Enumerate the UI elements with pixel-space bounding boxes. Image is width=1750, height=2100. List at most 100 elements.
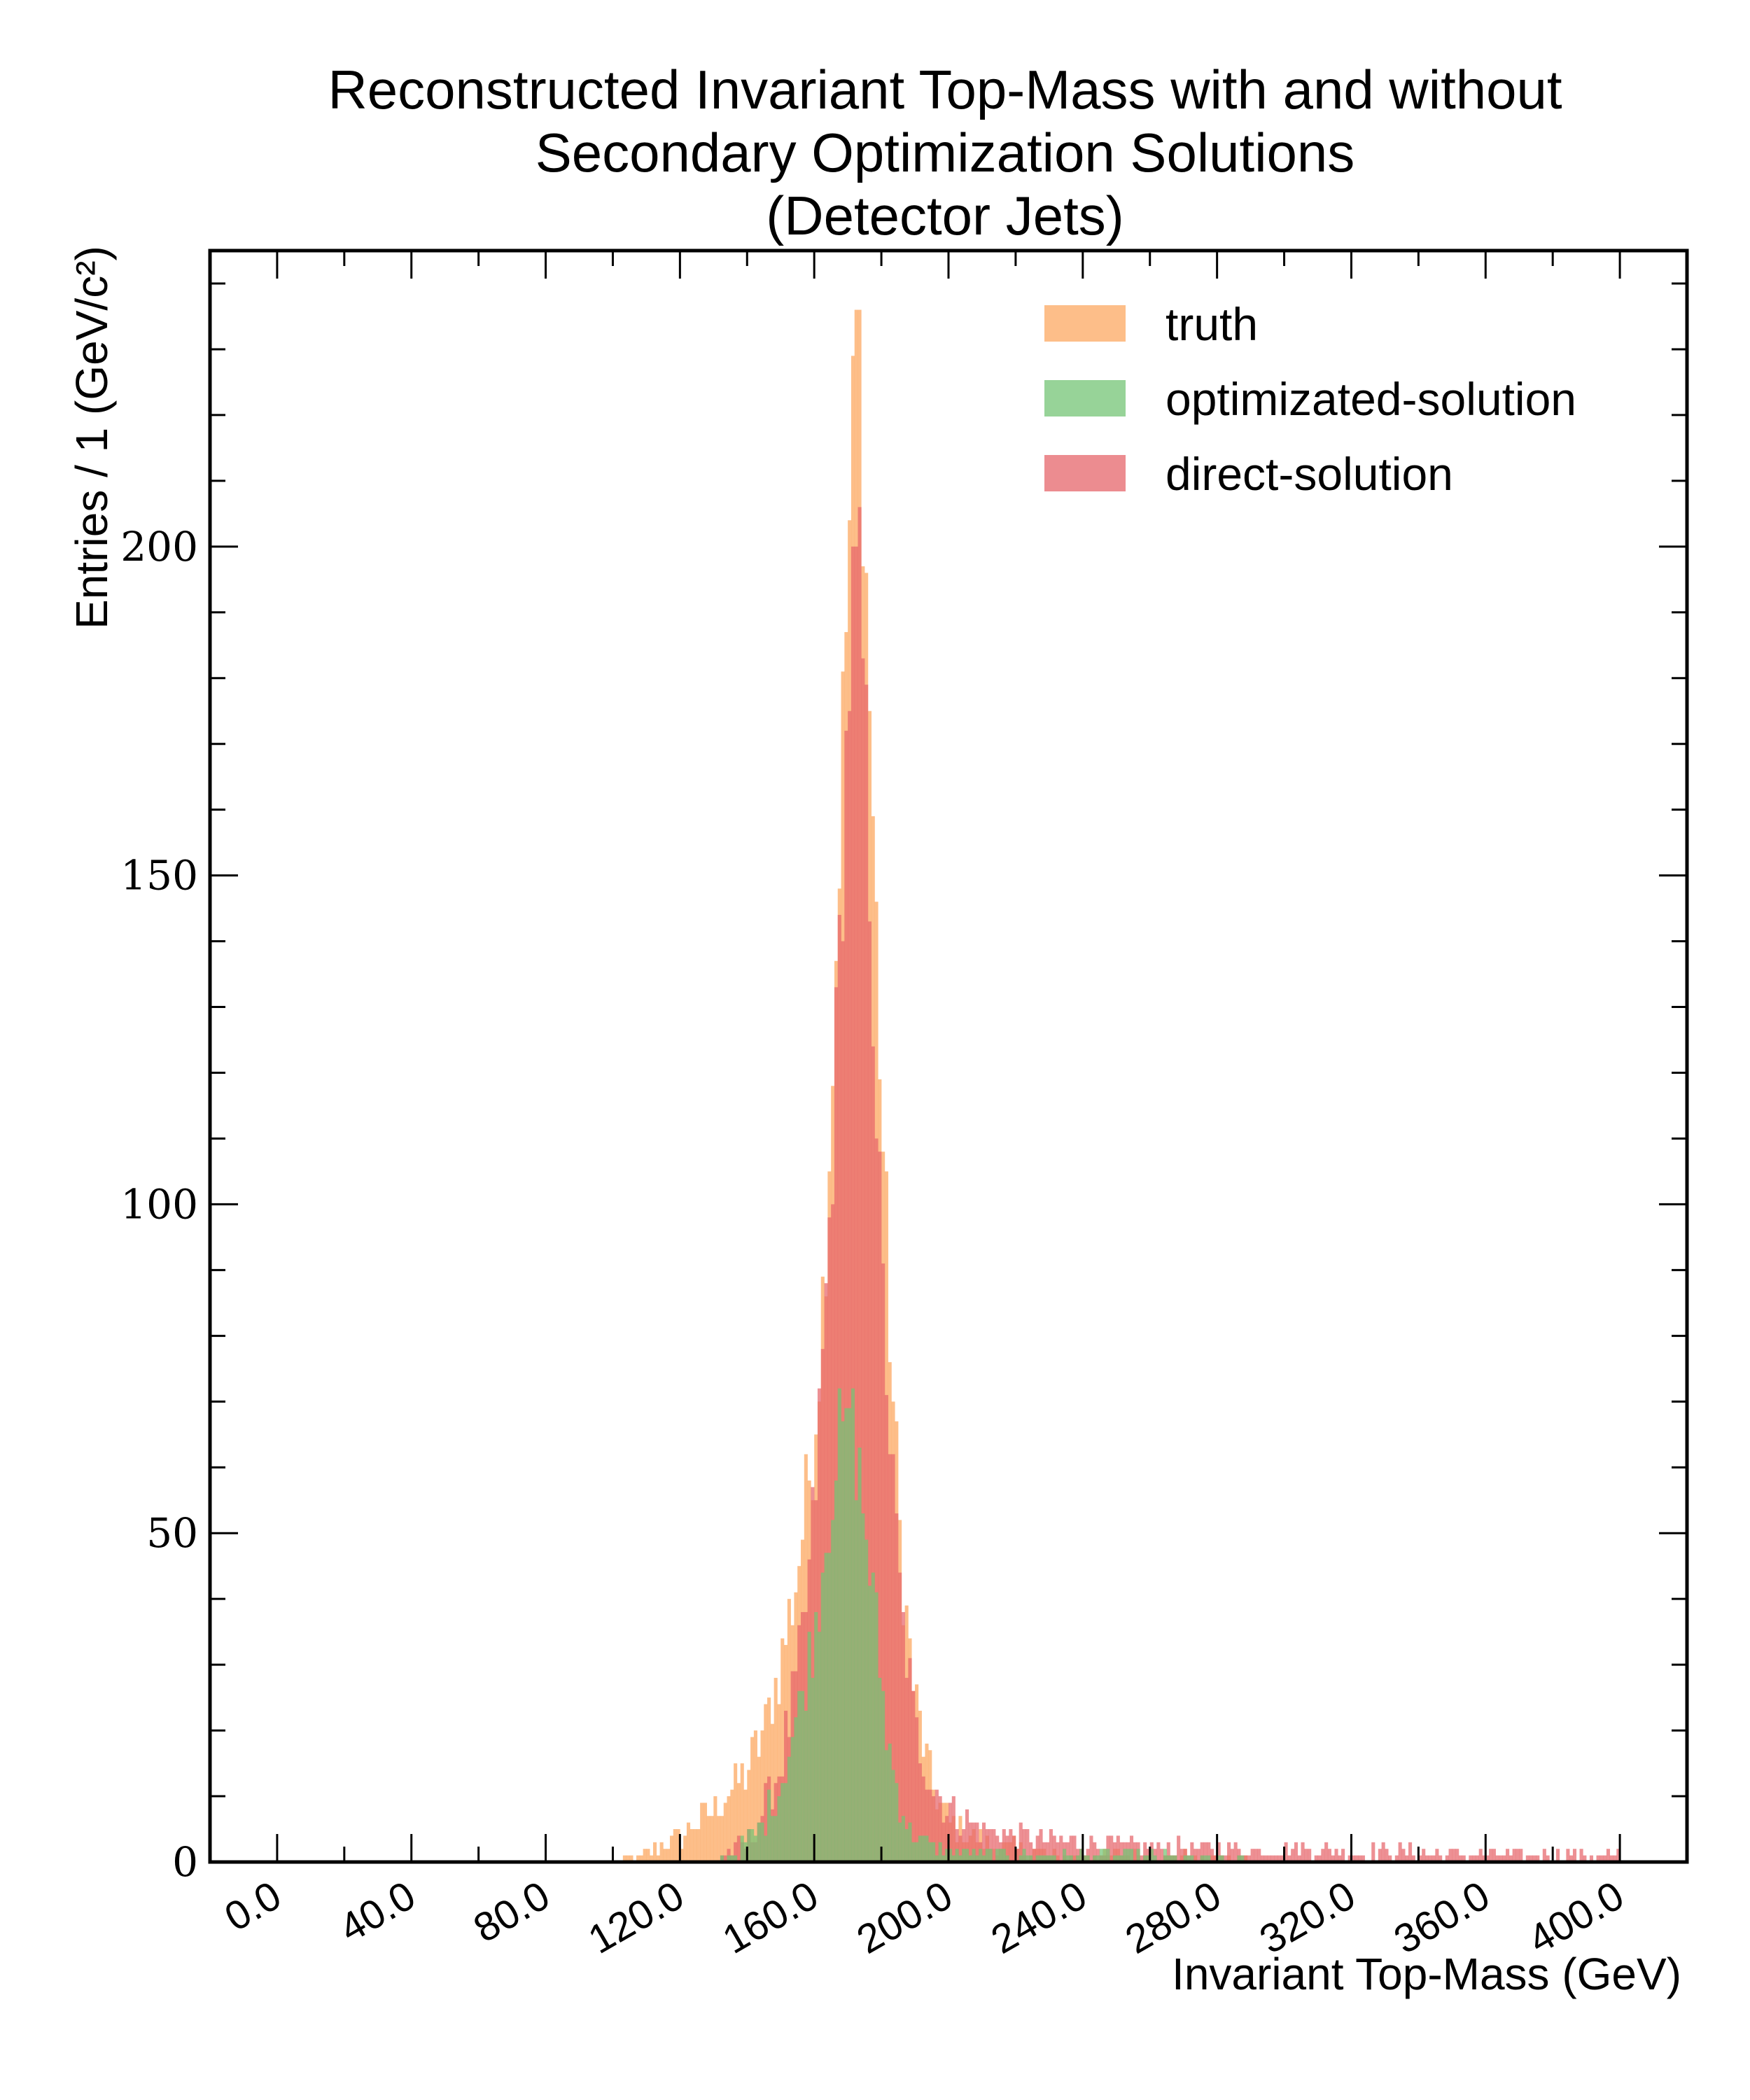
- bar-direct-solution: [1314, 1855, 1318, 1862]
- bar-direct-solution: [1394, 1855, 1399, 1862]
- bar-optimizated-solution: [925, 1835, 929, 1862]
- bar-optimizated-solution: [898, 1822, 902, 1862]
- bar-direct-solution: [1472, 1855, 1476, 1862]
- bar-optimizated-solution: [1220, 1855, 1224, 1862]
- bar-direct-solution: [1418, 1855, 1422, 1862]
- bar-direct-solution: [1317, 1855, 1322, 1862]
- bar-optimizated-solution: [841, 1421, 845, 1862]
- bar-direct-solution: [1046, 1842, 1050, 1862]
- bar-optimizated-solution: [827, 1553, 832, 1862]
- y-tick-label: 200: [120, 523, 198, 570]
- bar-direct-solution: [1408, 1842, 1413, 1862]
- bar-direct-solution: [1516, 1849, 1520, 1862]
- bar-direct-solution: [1609, 1855, 1614, 1862]
- bar-direct-solution: [1133, 1842, 1137, 1862]
- bar-direct-solution: [871, 1046, 875, 1862]
- bar-direct-solution: [1257, 1849, 1261, 1862]
- bar-direct-solution: [1018, 1822, 1023, 1862]
- bar-direct-solution: [1579, 1849, 1583, 1862]
- bar-direct-solution: [1119, 1842, 1124, 1862]
- bar-truth: [770, 1723, 774, 1862]
- bar-optimizated-solution: [895, 1783, 899, 1862]
- bar-direct-solution: [1177, 1835, 1181, 1862]
- bar-direct-solution: [1210, 1849, 1214, 1862]
- bar-direct-solution: [1351, 1855, 1355, 1862]
- bar-direct-solution: [848, 710, 852, 1862]
- bar-optimizated-solution: [750, 1829, 755, 1862]
- bar-optimizated-solution: [1170, 1855, 1174, 1862]
- bar-direct-solution: [1508, 1855, 1513, 1862]
- bar-direct-solution: [1012, 1835, 1016, 1862]
- plot-frame: [208, 248, 1689, 1864]
- bar-optimizated-solution: [1102, 1849, 1107, 1862]
- bar-optimizated-solution: [740, 1835, 744, 1862]
- bar-optimizated-solution: [764, 1835, 768, 1862]
- bar-optimizated-solution: [1136, 1849, 1140, 1862]
- bar-direct-solution: [915, 1717, 919, 1862]
- bar-direct-solution: [918, 1763, 922, 1862]
- x-tick-label: 240.0: [983, 1872, 1094, 1963]
- bar-direct-solution: [1388, 1855, 1392, 1862]
- bar-optimizated-solution: [884, 1750, 888, 1862]
- bar-optimizated-solution: [1129, 1849, 1134, 1862]
- bar-optimizated-solution: [1183, 1855, 1187, 1862]
- bar-direct-solution: [1613, 1855, 1617, 1862]
- bar-truth: [686, 1822, 691, 1862]
- bar-optimizated-solution: [720, 1855, 724, 1862]
- bar-direct-solution: [1536, 1855, 1540, 1862]
- bar-optimizated-solution: [730, 1855, 734, 1862]
- bar-optimizated-solution: [787, 1756, 791, 1862]
- bar-direct-solution: [895, 1513, 899, 1862]
- bar-truth: [690, 1829, 694, 1862]
- bar-direct-solution: [1026, 1829, 1030, 1862]
- bar-truth: [626, 1855, 630, 1862]
- bar-optimizated-solution: [747, 1829, 751, 1862]
- bar-truth: [747, 1770, 751, 1862]
- bar-optimizated-solution: [1069, 1855, 1073, 1862]
- bar-truth: [757, 1756, 761, 1862]
- bar-direct-solution: [1583, 1855, 1587, 1862]
- bar-optimizated-solution: [1186, 1855, 1191, 1862]
- bar-direct-solution: [1270, 1855, 1275, 1862]
- bar-optimizated-solution: [951, 1855, 955, 1862]
- bar-optimizated-solution: [831, 1520, 835, 1862]
- bar-optimizated-solution: [928, 1842, 932, 1862]
- bar-optimizated-solution: [908, 1822, 912, 1862]
- bar-direct-solution: [1069, 1835, 1073, 1862]
- bar-optimizated-solution: [861, 1513, 865, 1862]
- legend-swatch-truth: [1044, 305, 1126, 342]
- bar-direct-solution: [934, 1789, 939, 1862]
- bar-direct-solution: [1056, 1842, 1060, 1862]
- bar-optimizated-solution: [1086, 1855, 1090, 1862]
- bar-direct-solution: [1596, 1855, 1600, 1862]
- bar-truth: [753, 1730, 757, 1862]
- bar-direct-solution: [1452, 1849, 1456, 1862]
- bar-direct-solution: [1143, 1842, 1147, 1862]
- bar-direct-solution: [1482, 1855, 1486, 1862]
- bar-optimizated-solution: [988, 1849, 993, 1862]
- bar-direct-solution: [1230, 1849, 1234, 1862]
- bar-direct-solution: [995, 1835, 1000, 1862]
- bar-direct-solution: [1224, 1855, 1228, 1862]
- bar-optimizated-solution: [1106, 1849, 1110, 1862]
- bar-truth: [669, 1835, 674, 1862]
- bar-direct-solution: [1475, 1855, 1479, 1862]
- bar-direct-solution: [858, 507, 862, 1862]
- bar-direct-solution: [1546, 1855, 1550, 1862]
- bar-direct-solution: [1448, 1849, 1452, 1862]
- bar-direct-solution: [1422, 1849, 1426, 1862]
- bar-direct-solution: [1529, 1855, 1533, 1862]
- bar-optimizated-solution: [962, 1849, 966, 1862]
- bar-optimizated-solution: [958, 1855, 962, 1862]
- bar-truth: [653, 1842, 657, 1862]
- bar-direct-solution: [1267, 1855, 1271, 1862]
- bar-optimizated-solution: [1200, 1855, 1204, 1862]
- bar-optimizated-solution: [955, 1849, 959, 1862]
- bar-direct-solution: [736, 1835, 741, 1862]
- bar-direct-solution: [844, 730, 848, 1862]
- bar-optimizated-solution: [820, 1572, 825, 1862]
- bar-direct-solution: [1478, 1849, 1483, 1862]
- bar-optimizated-solution: [1065, 1855, 1070, 1862]
- bar-direct-solution: [1361, 1855, 1365, 1862]
- bar-optimizated-solution: [1022, 1849, 1026, 1862]
